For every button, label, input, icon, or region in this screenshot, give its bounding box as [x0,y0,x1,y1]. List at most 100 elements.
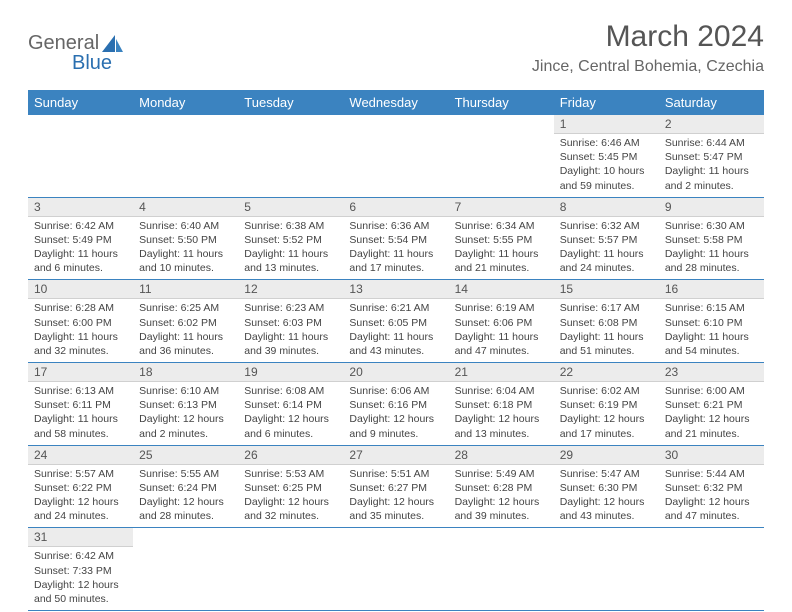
calendar-cell: 18Sunrise: 6:10 AMSunset: 6:13 PMDayligh… [133,363,238,446]
sunrise-text: Sunrise: 6:15 AM [665,301,758,315]
location: Jince, Central Bohemia, Czechia [532,58,764,76]
sunset-text: Sunset: 5:47 PM [665,150,758,164]
daylight-text: Daylight: 12 hours and 21 minutes. [665,412,758,440]
daylight-text: Daylight: 12 hours and 50 minutes. [34,578,127,606]
weekday-header: Thursday [449,90,554,115]
day-number: 24 [28,446,133,465]
calendar-cell [133,115,238,197]
calendar-cell: 10Sunrise: 6:28 AMSunset: 6:00 PMDayligh… [28,280,133,363]
sunrise-text: Sunrise: 6:32 AM [560,219,653,233]
sunset-text: Sunset: 6:03 PM [244,316,337,330]
calendar-cell: 11Sunrise: 6:25 AMSunset: 6:02 PMDayligh… [133,280,238,363]
daylight-text: Daylight: 12 hours and 47 minutes. [665,495,758,523]
sunset-text: Sunset: 6:18 PM [455,398,548,412]
header: General March 2024 Jince, Central Bohemi… [28,20,764,78]
title-block: March 2024 Jince, Central Bohemia, Czech… [532,20,764,78]
sunrise-text: Sunrise: 6:17 AM [560,301,653,315]
calendar-cell: 5Sunrise: 6:38 AMSunset: 5:52 PMDaylight… [238,197,343,280]
day-number: 25 [133,446,238,465]
calendar-cell: 16Sunrise: 6:15 AMSunset: 6:10 PMDayligh… [659,280,764,363]
day-number: 7 [449,198,554,217]
day-content: Sunrise: 6:15 AMSunset: 6:10 PMDaylight:… [659,299,764,362]
sunrise-text: Sunrise: 5:53 AM [244,467,337,481]
calendar-row: 31Sunrise: 6:42 AMSunset: 7:33 PMDayligh… [28,528,764,611]
daylight-text: Daylight: 11 hours and 51 minutes. [560,330,653,358]
daylight-text: Daylight: 12 hours and 24 minutes. [34,495,127,523]
sunset-text: Sunset: 6:19 PM [560,398,653,412]
day-number: 27 [343,446,448,465]
calendar-cell [238,115,343,197]
day-number: 20 [343,363,448,382]
daylight-text: Daylight: 12 hours and 43 minutes. [560,495,653,523]
daylight-text: Daylight: 11 hours and 10 minutes. [139,247,232,275]
calendar-row: 17Sunrise: 6:13 AMSunset: 6:11 PMDayligh… [28,363,764,446]
sunrise-text: Sunrise: 5:57 AM [34,467,127,481]
daylight-text: Daylight: 12 hours and 9 minutes. [349,412,442,440]
sunset-text: Sunset: 5:45 PM [560,150,653,164]
calendar-row: 24Sunrise: 5:57 AMSunset: 6:22 PMDayligh… [28,445,764,528]
day-content: Sunrise: 5:57 AMSunset: 6:22 PMDaylight:… [28,465,133,528]
daylight-text: Daylight: 11 hours and 54 minutes. [665,330,758,358]
day-number: 30 [659,446,764,465]
daylight-text: Daylight: 11 hours and 6 minutes. [34,247,127,275]
day-content: Sunrise: 6:30 AMSunset: 5:58 PMDaylight:… [659,217,764,280]
sunset-text: Sunset: 5:50 PM [139,233,232,247]
daylight-text: Daylight: 12 hours and 6 minutes. [244,412,337,440]
sunrise-text: Sunrise: 6:38 AM [244,219,337,233]
day-number: 9 [659,198,764,217]
daylight-text: Daylight: 11 hours and 2 minutes. [665,164,758,192]
day-content: Sunrise: 6:40 AMSunset: 5:50 PMDaylight:… [133,217,238,280]
calendar-cell: 21Sunrise: 6:04 AMSunset: 6:18 PMDayligh… [449,363,554,446]
sunset-text: Sunset: 6:22 PM [34,481,127,495]
calendar-cell [449,528,554,611]
sunset-text: Sunset: 6:08 PM [560,316,653,330]
sunset-text: Sunset: 6:11 PM [34,398,127,412]
sunset-text: Sunset: 6:10 PM [665,316,758,330]
sunrise-text: Sunrise: 6:02 AM [560,384,653,398]
day-content: Sunrise: 6:19 AMSunset: 6:06 PMDaylight:… [449,299,554,362]
day-number: 10 [28,280,133,299]
daylight-text: Daylight: 11 hours and 13 minutes. [244,247,337,275]
calendar-cell: 14Sunrise: 6:19 AMSunset: 6:06 PMDayligh… [449,280,554,363]
daylight-text: Daylight: 11 hours and 32 minutes. [34,330,127,358]
calendar-cell [133,528,238,611]
day-number: 14 [449,280,554,299]
sunrise-text: Sunrise: 6:36 AM [349,219,442,233]
calendar-cell: 23Sunrise: 6:00 AMSunset: 6:21 PMDayligh… [659,363,764,446]
day-number: 6 [343,198,448,217]
calendar-cell: 3Sunrise: 6:42 AMSunset: 5:49 PMDaylight… [28,197,133,280]
day-number: 18 [133,363,238,382]
calendar-body: 1Sunrise: 6:46 AMSunset: 5:45 PMDaylight… [28,115,764,611]
sunset-text: Sunset: 6:02 PM [139,316,232,330]
day-number: 16 [659,280,764,299]
day-content: Sunrise: 5:49 AMSunset: 6:28 PMDaylight:… [449,465,554,528]
calendar-cell: 22Sunrise: 6:02 AMSunset: 6:19 PMDayligh… [554,363,659,446]
day-number: 4 [133,198,238,217]
sunset-text: Sunset: 5:54 PM [349,233,442,247]
weekday-header: Friday [554,90,659,115]
calendar-cell [238,528,343,611]
sunset-text: Sunset: 6:06 PM [455,316,548,330]
day-content: Sunrise: 6:13 AMSunset: 6:11 PMDaylight:… [28,382,133,445]
day-content: Sunrise: 6:04 AMSunset: 6:18 PMDaylight:… [449,382,554,445]
calendar-cell: 6Sunrise: 6:36 AMSunset: 5:54 PMDaylight… [343,197,448,280]
sunrise-text: Sunrise: 6:28 AM [34,301,127,315]
daylight-text: Daylight: 11 hours and 58 minutes. [34,412,127,440]
sunrise-text: Sunrise: 6:19 AM [455,301,548,315]
sunrise-text: Sunrise: 6:10 AM [139,384,232,398]
daylight-text: Daylight: 11 hours and 39 minutes. [244,330,337,358]
daylight-text: Daylight: 12 hours and 32 minutes. [244,495,337,523]
calendar-cell: 19Sunrise: 6:08 AMSunset: 6:14 PMDayligh… [238,363,343,446]
daylight-text: Daylight: 12 hours and 17 minutes. [560,412,653,440]
day-content: Sunrise: 6:38 AMSunset: 5:52 PMDaylight:… [238,217,343,280]
day-number: 1 [554,115,659,134]
day-content: Sunrise: 6:28 AMSunset: 6:00 PMDaylight:… [28,299,133,362]
sunset-text: Sunset: 6:05 PM [349,316,442,330]
calendar-cell: 30Sunrise: 5:44 AMSunset: 6:32 PMDayligh… [659,445,764,528]
day-number: 21 [449,363,554,382]
sunrise-text: Sunrise: 6:40 AM [139,219,232,233]
daylight-text: Daylight: 12 hours and 39 minutes. [455,495,548,523]
sunrise-text: Sunrise: 6:42 AM [34,549,127,563]
calendar-cell: 15Sunrise: 6:17 AMSunset: 6:08 PMDayligh… [554,280,659,363]
sunset-text: Sunset: 5:57 PM [560,233,653,247]
